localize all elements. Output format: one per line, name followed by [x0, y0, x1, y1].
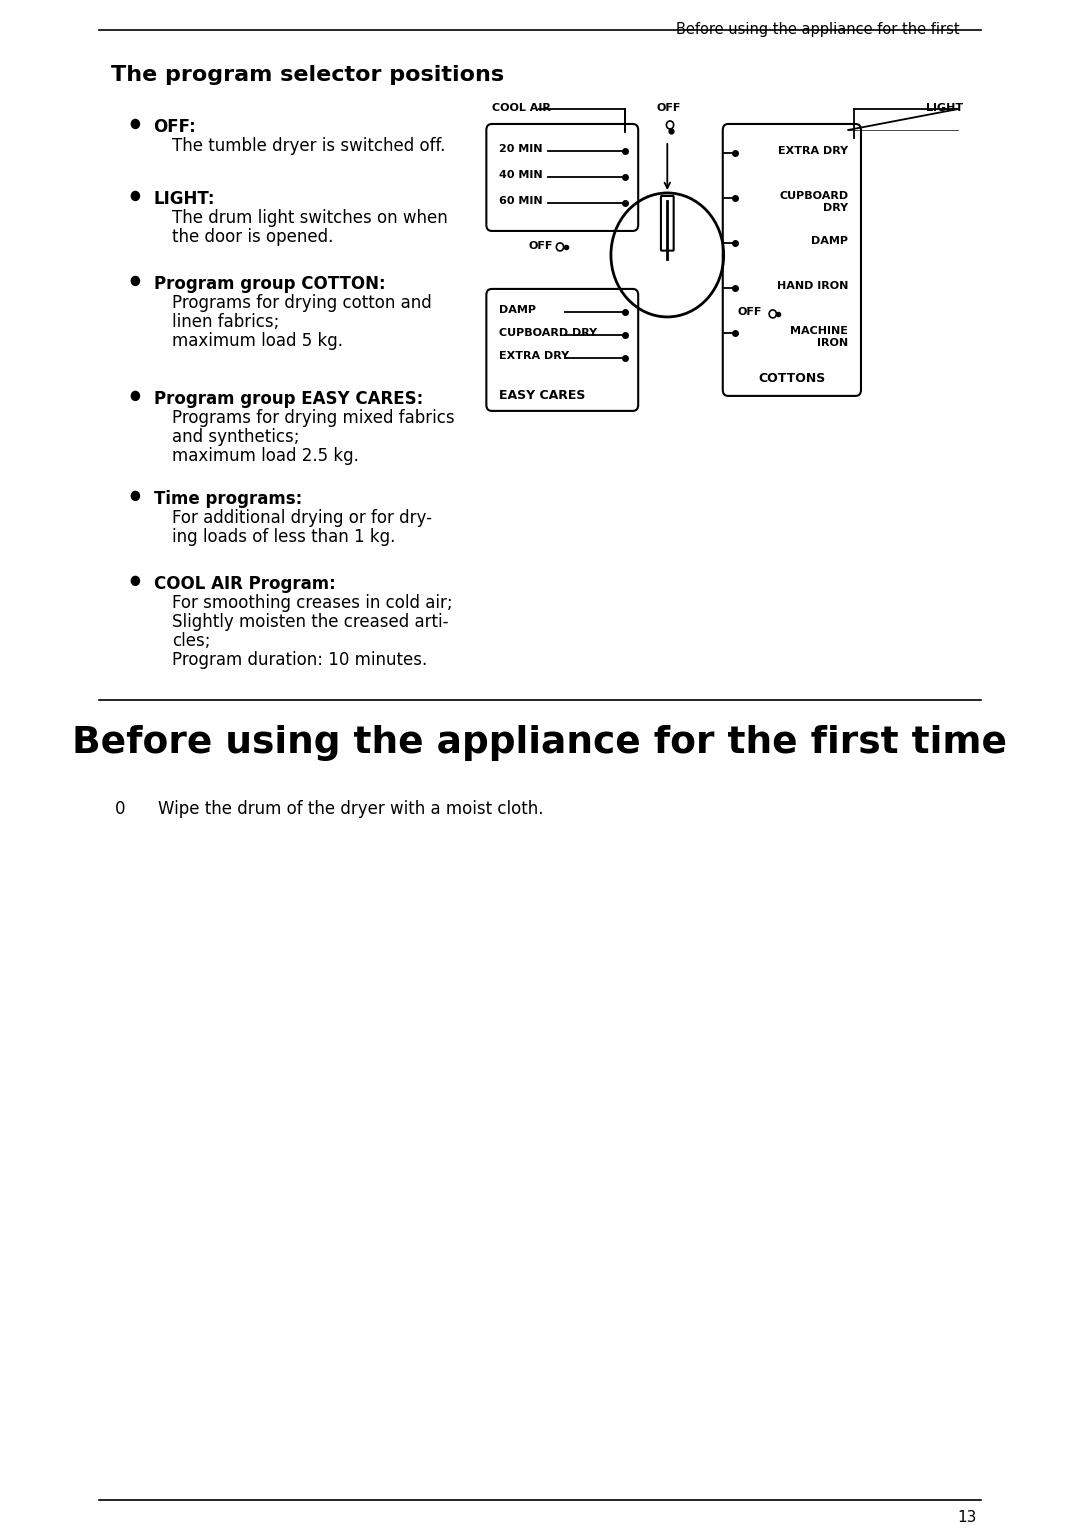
Circle shape [132, 491, 139, 500]
Text: COOL AIR Program:: COOL AIR Program: [153, 575, 335, 593]
Text: Programs for drying mixed fabrics: Programs for drying mixed fabrics [172, 408, 455, 427]
Text: Program duration: 10 minutes.: Program duration: 10 minutes. [172, 651, 427, 668]
Text: MACHINE
IRON: MACHINE IRON [791, 326, 848, 347]
Text: 0: 0 [114, 800, 125, 818]
Text: 60 MIN: 60 MIN [499, 196, 543, 206]
Text: Before using the appliance for the first time: Before using the appliance for the first… [72, 725, 1008, 761]
Text: The program selector positions: The program selector positions [111, 66, 504, 86]
Text: 40 MIN: 40 MIN [499, 170, 543, 180]
Text: COTTONS: COTTONS [758, 372, 825, 385]
Text: HAND IRON: HAND IRON [777, 281, 848, 291]
Text: 20 MIN: 20 MIN [499, 144, 542, 154]
Text: Wipe the drum of the dryer with a moist cloth.: Wipe the drum of the dryer with a moist … [158, 800, 543, 818]
Text: EXTRA DRY: EXTRA DRY [778, 145, 848, 156]
Circle shape [132, 277, 139, 286]
Text: CUPBOARD
DRY: CUPBOARD DRY [779, 191, 848, 213]
Circle shape [132, 576, 139, 586]
Text: cles;: cles; [172, 631, 211, 650]
Text: Slightly moisten the creased arti-: Slightly moisten the creased arti- [172, 613, 448, 631]
FancyBboxPatch shape [661, 196, 674, 251]
Text: LIGHT:: LIGHT: [153, 190, 215, 208]
Text: Time programs:: Time programs: [153, 489, 301, 508]
Text: maximum load 2.5 kg.: maximum load 2.5 kg. [172, 446, 359, 465]
Text: For additional drying or for dry-: For additional drying or for dry- [172, 509, 432, 528]
Circle shape [132, 391, 139, 401]
Text: linen fabrics;: linen fabrics; [172, 313, 279, 330]
Text: OFF:: OFF: [153, 118, 197, 136]
Text: LIGHT: LIGHT [926, 102, 962, 113]
Circle shape [132, 191, 139, 200]
Text: The tumble dryer is switched off.: The tumble dryer is switched off. [172, 138, 445, 154]
Text: Before using the appliance for the first: Before using the appliance for the first [676, 21, 960, 37]
Text: the door is opened.: the door is opened. [172, 228, 333, 246]
Circle shape [132, 119, 139, 128]
Text: Programs for drying cotton and: Programs for drying cotton and [172, 294, 432, 312]
Text: 13: 13 [957, 1509, 976, 1524]
Text: For smoothing creases in cold air;: For smoothing creases in cold air; [172, 593, 453, 612]
Text: The drum light switches on when: The drum light switches on when [172, 209, 447, 226]
Text: Program group EASY CARES:: Program group EASY CARES: [153, 390, 422, 408]
Text: OFF: OFF [657, 102, 680, 113]
Text: OFF: OFF [738, 307, 761, 317]
Text: COOL AIR: COOL AIR [491, 102, 551, 113]
Text: maximum load 5 kg.: maximum load 5 kg. [172, 332, 342, 350]
Text: and synthetics;: and synthetics; [172, 428, 299, 446]
Text: EXTRA DRY: EXTRA DRY [499, 352, 569, 361]
Text: DAMP: DAMP [811, 235, 848, 246]
Text: DAMP: DAMP [499, 304, 536, 315]
Text: ing loads of less than 1 kg.: ing loads of less than 1 kg. [172, 528, 395, 546]
Text: EASY CARES: EASY CARES [499, 388, 585, 402]
Text: Program group COTTON:: Program group COTTON: [153, 275, 386, 294]
Text: OFF: OFF [528, 242, 553, 251]
Text: CUPBOARD DRY: CUPBOARD DRY [499, 327, 597, 338]
